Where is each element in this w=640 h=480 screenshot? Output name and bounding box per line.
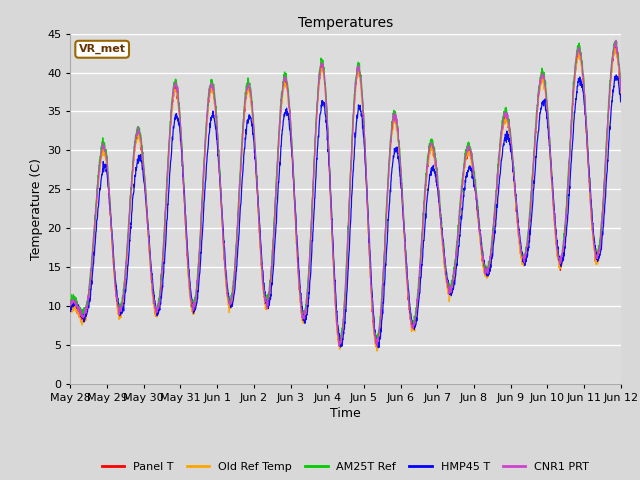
Text: VR_met: VR_met — [79, 44, 125, 54]
Y-axis label: Temperature (C): Temperature (C) — [30, 158, 43, 260]
Legend: Panel T, Old Ref Temp, AM25T Ref, HMP45 T, CNR1 PRT: Panel T, Old Ref Temp, AM25T Ref, HMP45 … — [98, 457, 593, 477]
Title: Temperatures: Temperatures — [298, 16, 393, 30]
X-axis label: Time: Time — [330, 407, 361, 420]
